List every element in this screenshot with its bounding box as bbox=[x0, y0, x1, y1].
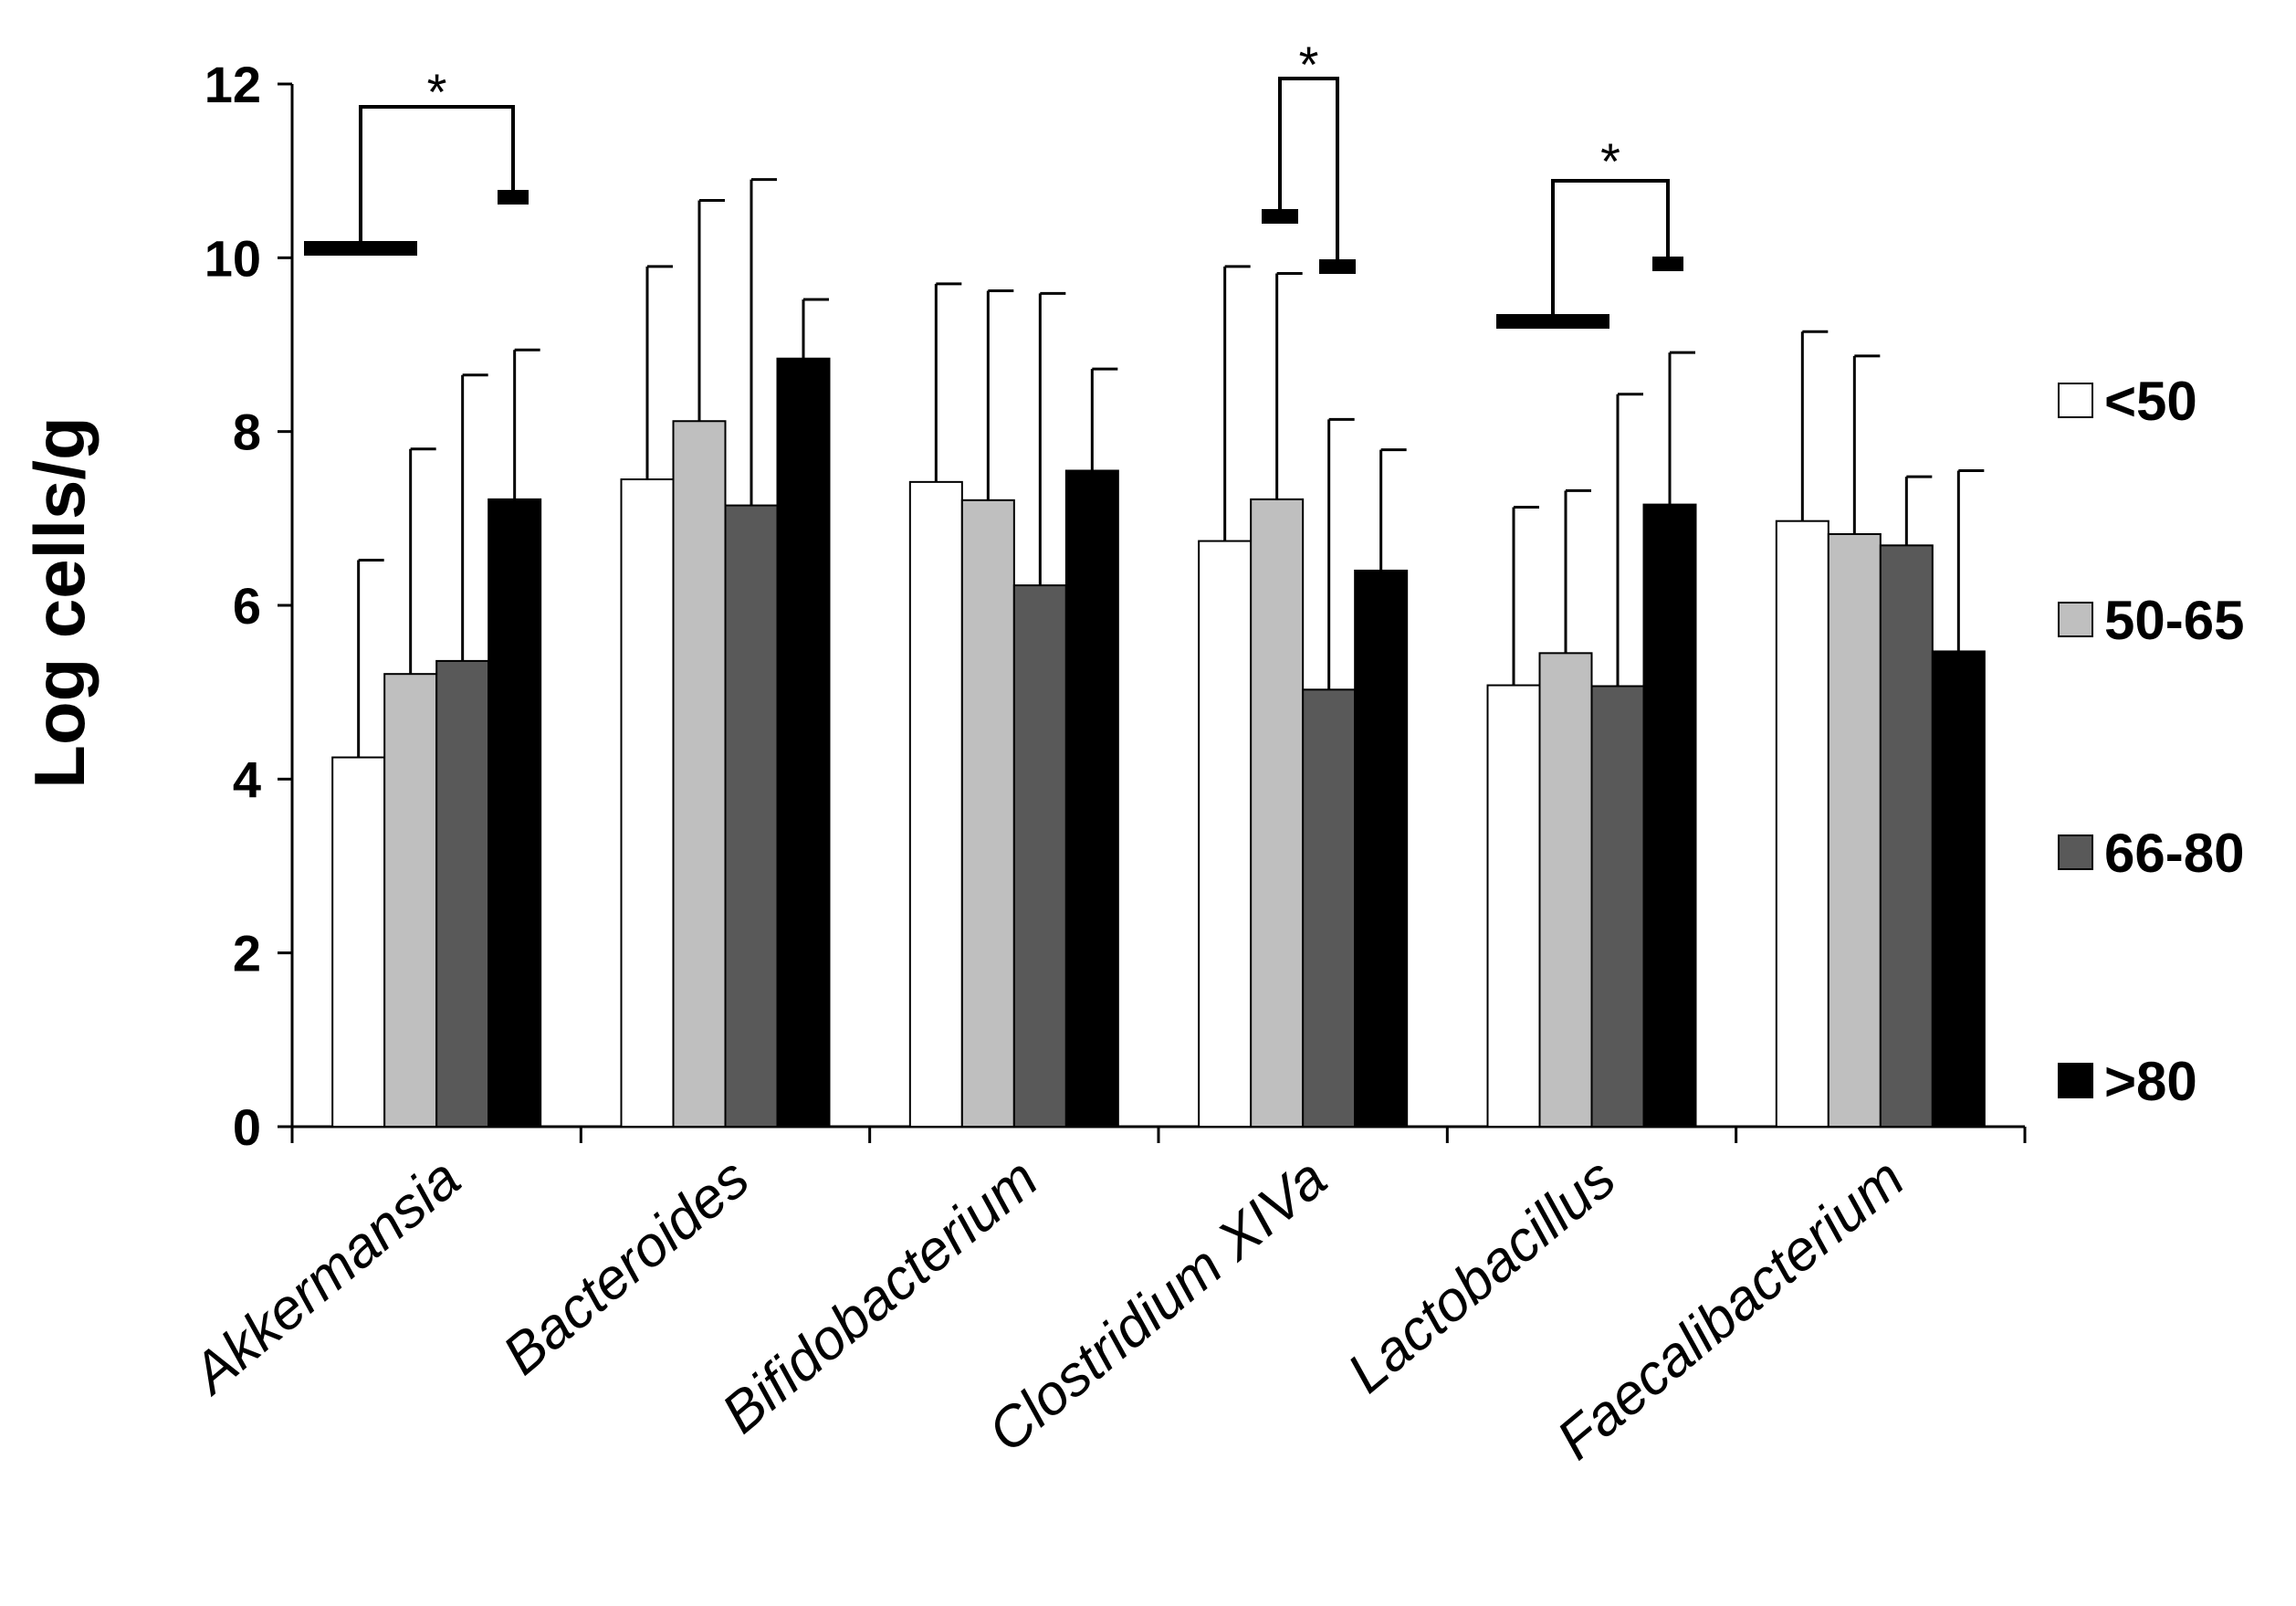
bar-1-2 bbox=[724, 504, 779, 1128]
legend-swatch-2 bbox=[2058, 834, 2093, 870]
significance-star: * bbox=[1600, 132, 1620, 190]
x-category-label: Akkermansia bbox=[178, 1147, 472, 1408]
bar-5-3 bbox=[1931, 650, 1986, 1128]
legend-label-3: >80 bbox=[2104, 1051, 2197, 1112]
bar-1-1 bbox=[672, 420, 727, 1128]
bar-0-0 bbox=[331, 756, 386, 1128]
legend-label-2: 66-80 bbox=[2104, 823, 2244, 884]
bar-2-1 bbox=[960, 499, 1015, 1128]
bar-3-2 bbox=[1302, 688, 1357, 1128]
y-tick-label: 6 bbox=[233, 577, 261, 635]
bar-1-3 bbox=[776, 357, 831, 1128]
annotation-bracket bbox=[1278, 77, 1339, 267]
bar-0-2 bbox=[435, 659, 490, 1128]
legend: <50 50-65 66-80 >80 bbox=[2058, 371, 2244, 1112]
bar-4-3 bbox=[1642, 503, 1697, 1128]
legend-swatch-3 bbox=[2058, 1063, 2093, 1098]
y-tick-label: 8 bbox=[233, 404, 261, 461]
bar-2-0 bbox=[908, 480, 963, 1128]
bar-3-0 bbox=[1198, 540, 1253, 1128]
significance-star: * bbox=[1299, 36, 1319, 93]
axes: 0 2 4 6 8 10 12 bbox=[204, 56, 2027, 1156]
bar-4-1 bbox=[1538, 652, 1593, 1128]
bar-1-0 bbox=[620, 478, 675, 1128]
significance-star: * bbox=[427, 63, 447, 121]
y-tick-label: 2 bbox=[233, 925, 261, 982]
legend-label-0: <50 bbox=[2104, 371, 2197, 432]
y-tick-label: 12 bbox=[204, 56, 261, 113]
significance-annotations: * * * bbox=[304, 36, 1683, 329]
legend-swatch-0 bbox=[2058, 383, 2093, 418]
y-tick-label: 4 bbox=[233, 751, 261, 808]
legend-swatch-1 bbox=[2058, 602, 2093, 637]
annotation-bracket bbox=[359, 105, 515, 248]
bar-4-2 bbox=[1590, 685, 1645, 1128]
bar-4-0 bbox=[1486, 684, 1541, 1128]
bar-0-3 bbox=[488, 498, 542, 1128]
bar-5-1 bbox=[1827, 532, 1882, 1128]
bar-2-2 bbox=[1012, 584, 1067, 1128]
bar-0-1 bbox=[383, 673, 438, 1128]
x-category-label: Bacteroides bbox=[491, 1147, 760, 1387]
bar-3-3 bbox=[1354, 569, 1409, 1128]
y-tick-label: 0 bbox=[233, 1098, 261, 1156]
annotation-bracket bbox=[1551, 179, 1670, 321]
error-bars bbox=[357, 178, 1985, 758]
y-tick-label: 10 bbox=[204, 229, 261, 287]
bar-2-3 bbox=[1064, 469, 1119, 1128]
bar-5-0 bbox=[1775, 520, 1829, 1128]
x-category-label: Lactobacillus bbox=[1337, 1147, 1628, 1405]
y-axis-label: Log cells/g bbox=[19, 416, 100, 788]
bars bbox=[331, 357, 1986, 1128]
legend-label-1: 50-65 bbox=[2104, 590, 2244, 651]
bar-3-1 bbox=[1250, 498, 1305, 1128]
bar-5-2 bbox=[1879, 544, 1934, 1128]
